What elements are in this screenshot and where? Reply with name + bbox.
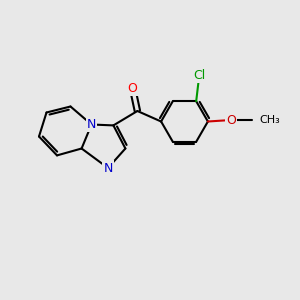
Text: Cl: Cl — [193, 69, 205, 82]
Text: O: O — [226, 113, 236, 127]
Text: N: N — [87, 118, 96, 131]
Text: O: O — [128, 82, 137, 95]
Text: CH₃: CH₃ — [260, 115, 280, 125]
Text: N: N — [103, 161, 113, 175]
